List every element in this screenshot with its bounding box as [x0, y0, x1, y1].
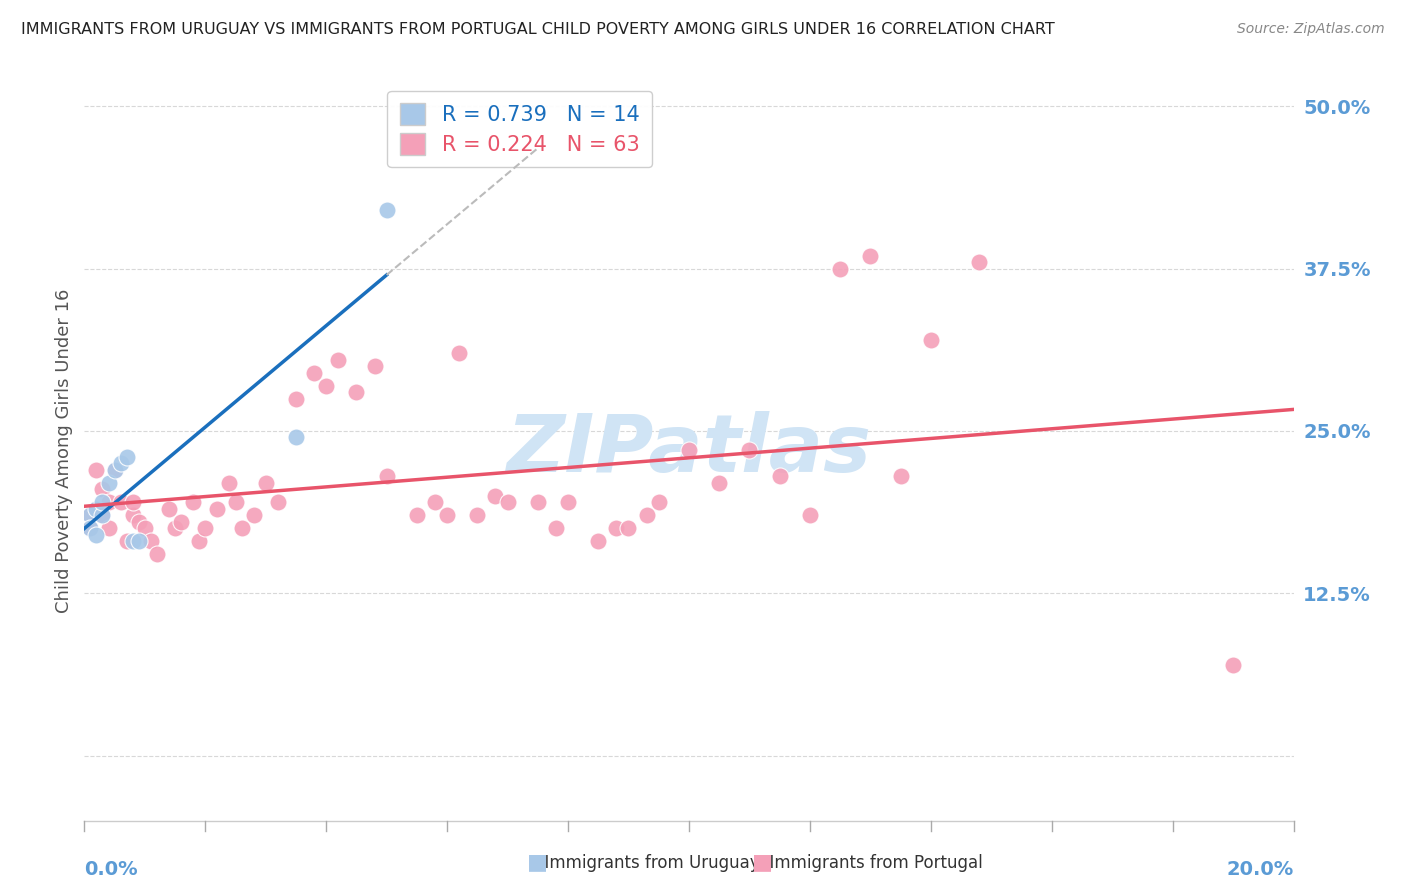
- Point: [121, 508, 143, 523]
- Point: [91, 508, 114, 523]
- Point: [617, 521, 640, 535]
- Point: [97, 495, 120, 509]
- Point: [254, 475, 277, 490]
- Point: [91, 508, 114, 523]
- Point: [588, 534, 610, 549]
- Point: [79, 521, 101, 535]
- Point: [557, 495, 579, 509]
- Y-axis label: Child Poverty Among Girls Under 16: Child Poverty Among Girls Under 16: [55, 288, 73, 613]
- Point: [104, 463, 127, 477]
- Point: [104, 463, 127, 477]
- Point: [496, 495, 519, 509]
- Text: ZIPatlas: ZIPatlas: [506, 411, 872, 490]
- Text: Immigrants from Portugal: Immigrants from Portugal: [759, 855, 983, 872]
- Point: [406, 508, 429, 523]
- Point: [328, 352, 350, 367]
- Point: [121, 534, 143, 549]
- Point: [920, 333, 942, 347]
- Point: [146, 547, 169, 561]
- Point: [86, 528, 108, 542]
- Point: [484, 489, 506, 503]
- Point: [890, 469, 912, 483]
- Text: 20.0%: 20.0%: [1226, 860, 1294, 879]
- Point: [423, 495, 446, 509]
- Point: [194, 521, 217, 535]
- Point: [859, 249, 882, 263]
- Point: [121, 495, 143, 509]
- Point: [128, 515, 150, 529]
- Point: [86, 502, 108, 516]
- Text: ■: ■: [527, 853, 548, 872]
- Point: [636, 508, 658, 523]
- Point: [218, 475, 240, 490]
- Point: [170, 515, 193, 529]
- Point: [769, 469, 792, 483]
- Point: [157, 502, 180, 516]
- Point: [449, 346, 471, 360]
- Point: [231, 521, 253, 535]
- Point: [375, 203, 398, 218]
- Point: [1222, 657, 1244, 672]
- Text: IMMIGRANTS FROM URUGUAY VS IMMIGRANTS FROM PORTUGAL CHILD POVERTY AMONG GIRLS UN: IMMIGRANTS FROM URUGUAY VS IMMIGRANTS FR…: [21, 22, 1054, 37]
- Point: [799, 508, 821, 523]
- Point: [738, 443, 761, 458]
- Text: Source: ZipAtlas.com: Source: ZipAtlas.com: [1237, 22, 1385, 37]
- Point: [544, 521, 567, 535]
- Point: [242, 508, 264, 523]
- Point: [97, 521, 120, 535]
- Point: [527, 495, 550, 509]
- Point: [79, 508, 101, 523]
- Point: [139, 534, 162, 549]
- Point: [97, 475, 120, 490]
- Point: [128, 534, 150, 549]
- Point: [467, 508, 489, 523]
- Point: [207, 502, 229, 516]
- Point: [86, 502, 108, 516]
- Point: [830, 261, 852, 276]
- Text: 0.0%: 0.0%: [84, 860, 138, 879]
- Point: [225, 495, 247, 509]
- Point: [363, 359, 385, 373]
- Point: [115, 534, 138, 549]
- Point: [86, 463, 108, 477]
- Point: [79, 508, 101, 523]
- Point: [605, 521, 627, 535]
- Point: [267, 495, 290, 509]
- Text: ■: ■: [752, 853, 773, 872]
- Point: [967, 255, 990, 269]
- Point: [315, 378, 337, 392]
- Point: [91, 495, 114, 509]
- Point: [375, 469, 398, 483]
- Point: [346, 384, 368, 399]
- Point: [436, 508, 458, 523]
- Point: [285, 392, 308, 406]
- Point: [709, 475, 731, 490]
- Point: [91, 483, 114, 497]
- Point: [79, 521, 101, 535]
- Point: [165, 521, 187, 535]
- Point: [648, 495, 671, 509]
- Point: [110, 457, 132, 471]
- Point: [678, 443, 700, 458]
- Point: [115, 450, 138, 464]
- Point: [181, 495, 204, 509]
- Point: [302, 366, 325, 380]
- Point: [285, 430, 308, 444]
- Legend: R = 0.739   N = 14, R = 0.224   N = 63: R = 0.739 N = 14, R = 0.224 N = 63: [388, 91, 652, 168]
- Point: [110, 495, 132, 509]
- Point: [188, 534, 211, 549]
- Point: [134, 521, 156, 535]
- Text: Immigrants from Uruguay: Immigrants from Uruguay: [534, 855, 759, 872]
